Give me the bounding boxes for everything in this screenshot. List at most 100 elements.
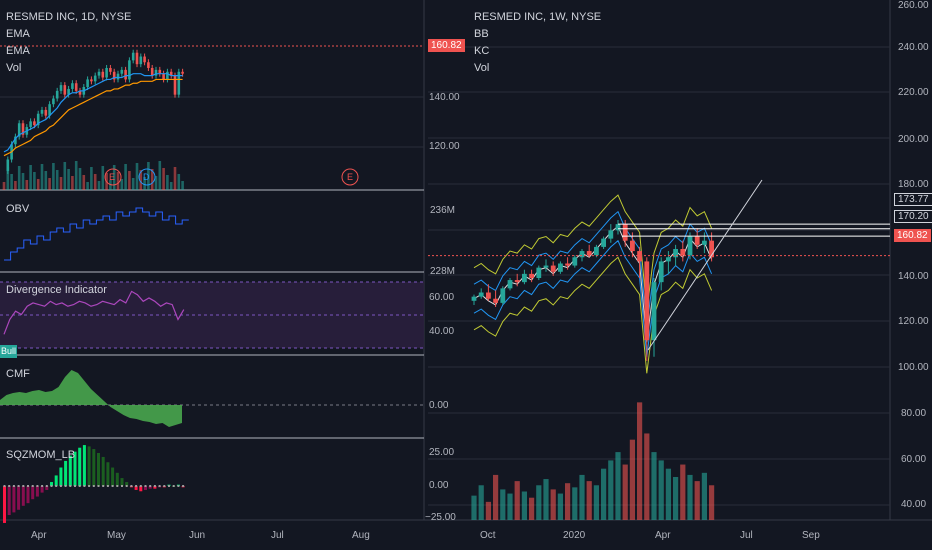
obv-tick-236m: 236M [430, 205, 456, 216]
right-candle [522, 273, 527, 283]
right-volume-bar [673, 476, 679, 520]
left-volume-bar [52, 163, 55, 190]
right-x-tick-oct: Oct [480, 530, 496, 541]
legend-vol-right[interactable]: Vol [474, 62, 490, 74]
obv-label: OBV [6, 203, 30, 215]
right-candle [644, 261, 650, 341]
left-candle [40, 109, 44, 114]
sqz-dot [41, 485, 44, 487]
right-candle [536, 267, 542, 278]
left-candle [158, 69, 162, 74]
sqz-bar [92, 449, 96, 486]
left-x-tick-aug: Aug [352, 530, 370, 541]
left-volume-bar [6, 167, 10, 190]
sqz-bar [144, 486, 147, 490]
legend-vol-left[interactable]: Vol [6, 62, 22, 74]
sqz-bar [64, 460, 68, 486]
sqz-bar [153, 486, 157, 489]
left-candle [177, 71, 181, 95]
right-candle [673, 248, 678, 258]
left-x-tick-apr: Apr [31, 530, 47, 541]
left-candle [33, 121, 36, 126]
right-candle [471, 296, 477, 301]
sqz-bar [139, 486, 143, 492]
sqz-dot [92, 485, 95, 487]
right-candle [558, 263, 563, 272]
event-marker-e1[interactable]: E [109, 172, 116, 182]
kc-lower [473, 239, 713, 357]
cmf-tick-0: 0.00 [429, 400, 449, 411]
right-candle [630, 240, 635, 252]
sqz-bar [97, 453, 100, 486]
sqz-dot [121, 485, 123, 487]
legend-kc[interactable]: KC [474, 45, 490, 57]
sqz-dot [69, 485, 72, 487]
left-volume-bar [59, 177, 63, 190]
right-x-tick-2020: 2020 [563, 530, 586, 541]
left-candle [59, 85, 63, 91]
cmf-area [0, 370, 182, 427]
left-candle [17, 123, 21, 137]
sqz-dot [172, 485, 175, 487]
right-volume-bar [471, 495, 477, 520]
sqz-bar [106, 462, 110, 486]
sqz-dot [177, 485, 180, 487]
right-candle [637, 251, 642, 262]
right-volume-bar [687, 474, 693, 520]
sqz-dot [78, 485, 81, 487]
left-chart-title: RESMED INC, 1D, NYSE [6, 11, 132, 23]
left-volume-bar [55, 170, 59, 190]
left-candle [169, 71, 173, 76]
right-candle [579, 251, 585, 258]
right-candle [651, 282, 657, 341]
right-volume-bar [658, 460, 664, 520]
sqz-bar [50, 482, 53, 486]
sqz-dot [83, 485, 86, 487]
sqz-dot [88, 485, 91, 487]
right-y-tick-220: 220.00 [898, 87, 929, 98]
event-marker-e2[interactable]: E [347, 172, 354, 182]
right-candle [615, 224, 621, 231]
sqz-bar [54, 475, 58, 486]
trend-line [647, 179, 763, 351]
sqz-dot [12, 485, 15, 487]
left-volume-bar [82, 175, 86, 190]
sqz-bar [111, 467, 115, 486]
sqz-dot [102, 485, 105, 487]
right-candle [550, 265, 556, 272]
level-tag-170: 170.20 [894, 210, 932, 223]
sqz-bar [12, 486, 16, 513]
left-volume-bar [74, 161, 78, 190]
sqz-dot [27, 485, 29, 487]
right-volume-bar [665, 468, 671, 520]
right-volume-bar [651, 452, 657, 520]
right-candle [680, 248, 686, 256]
sqz-dot [149, 485, 152, 487]
legend-ema-2[interactable]: EMA [6, 45, 30, 57]
left-candle [78, 90, 82, 95]
sqz-bar [40, 486, 44, 493]
sqz-dot [3, 485, 6, 487]
sqz-bar [45, 486, 49, 490]
legend-bb[interactable]: BB [474, 28, 489, 40]
sqz-dot [153, 485, 156, 487]
sqz-bar [31, 486, 35, 500]
legend-ema-1[interactable]: EMA [6, 28, 30, 40]
event-marker-d[interactable]: D [143, 172, 150, 182]
right-y-tick-260: 260.00 [898, 0, 929, 11]
left-candle [150, 67, 154, 76]
ema-line-0 [3, 73, 183, 153]
sqz-dot [36, 485, 39, 487]
sqz-dot [74, 485, 76, 487]
left-volume-bar [181, 181, 184, 190]
left-candle [120, 69, 124, 74]
sqz-bar [35, 486, 39, 497]
right-volume-bar [493, 474, 499, 520]
right-y-tick-60: 60.00 [901, 454, 927, 465]
right-volume-bar [485, 501, 491, 520]
left-candle [90, 79, 93, 82]
left-volume-bar [166, 175, 169, 190]
right-y-tick-100: 100.00 [898, 362, 929, 373]
right-volume-bar [593, 485, 599, 520]
